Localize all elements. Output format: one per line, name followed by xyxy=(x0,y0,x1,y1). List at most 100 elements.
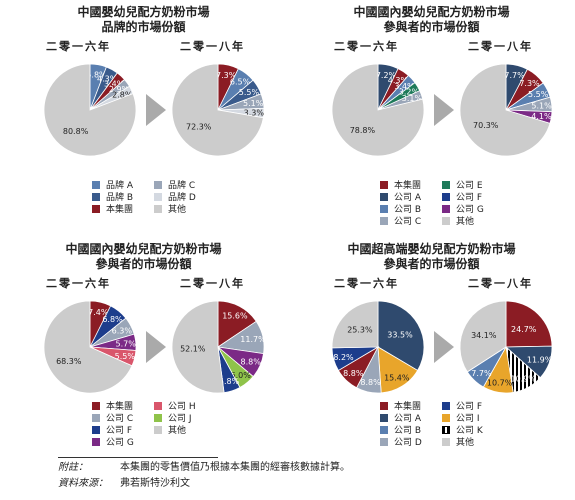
data-label-公司-i: 15.4% xyxy=(384,374,410,383)
data-label-公司-a: 7.7% xyxy=(504,71,525,80)
footer-note: 附註： 本集團的零售價值乃根據本集團的經審核數據計算。 xyxy=(58,460,350,476)
legend-label: 公司 G xyxy=(456,205,484,215)
data-label-公司-g: 4.1% xyxy=(531,112,552,121)
year-label-2016: 二零一六年 xyxy=(46,277,111,290)
transition-arrow xyxy=(146,331,166,363)
data-label-公司-g: 8.8% xyxy=(241,358,262,367)
pie-slice-其他 xyxy=(43,300,133,394)
chart-panel-2: 中國國內嬰幼兒配方奶粉市場 參與者的市場份額 二零一六年 二零一八年 7.2% 4… xyxy=(288,0,575,230)
data-label-公司-f: 6.8% xyxy=(102,315,123,324)
pie-slice-本集團 xyxy=(505,300,553,348)
chart-panel-4: 中國超高端嬰幼兒配方奶粉市場 參與者的市場份額 二零一六年 二零一八年 33.5… xyxy=(288,237,575,467)
chart-panel-1: 中國嬰幼兒配方奶粉市場 品牌的市場份額 二零一六年 二零一八年 5.8% 4.3%… xyxy=(0,0,287,230)
legend-label: 品牌 A xyxy=(106,181,134,191)
legend-item-公司-i: 公司 I xyxy=(442,411,480,424)
data-label-本集團: 7.3% xyxy=(216,71,237,80)
legend-item-公司-e: 公司 E xyxy=(442,178,483,191)
legend-item-其他: 其他 xyxy=(442,214,474,227)
year-label-2018: 二零一八年 xyxy=(468,277,533,290)
legend-item-公司-k: 公司 K xyxy=(442,423,483,436)
legend-label: 公司 H xyxy=(168,402,196,412)
panel-subtitle: 參與者的市場份額 xyxy=(383,20,480,34)
data-label-公司-a: 33.5% xyxy=(387,331,413,340)
footer-divider xyxy=(58,457,218,458)
legend-label: 公司 C xyxy=(394,217,422,227)
panel-subtitle: 參與者的市場份額 xyxy=(95,257,192,271)
note-key: 附註： xyxy=(58,462,88,473)
legend-swatch xyxy=(92,437,100,446)
footer: 附註： 本集團的零售價值乃根據本集團的經審核數據計算。 資料來源： 弗若斯特沙利… xyxy=(58,460,350,492)
legend-swatch xyxy=(380,192,388,201)
panel-title: 中國嬰幼兒配方奶粉市場 xyxy=(77,5,210,19)
data-label-公司-i: 10.7% xyxy=(487,378,513,387)
legend-item-公司-h: 公司 H xyxy=(154,399,196,412)
legend-swatch xyxy=(380,216,388,225)
year-label-2016: 二零一六年 xyxy=(334,277,399,290)
data-label-公司-f: 8.2% xyxy=(333,353,354,362)
legend-swatch xyxy=(92,192,100,201)
year-label-2018: 二零一八年 xyxy=(180,40,245,53)
panel-title: 中國國內嬰幼兒配方奶粉市場 xyxy=(65,242,222,256)
legend-item-公司-d: 公司 D xyxy=(380,435,422,448)
data-label-品牌-c: 5.1% xyxy=(243,99,264,108)
legend-item-公司-b: 公司 B xyxy=(380,423,421,436)
data-label-公司-c: 5.1% xyxy=(531,102,552,111)
transition-arrow xyxy=(434,331,454,363)
data-label-公司-f: 5.8% xyxy=(219,377,240,386)
legend-item-公司-b: 公司 B xyxy=(380,202,421,215)
legend-swatch xyxy=(380,425,388,434)
legend-swatch xyxy=(154,401,162,410)
legend-label: 公司 J xyxy=(168,414,192,424)
legend-label: 公司 D xyxy=(394,438,422,448)
legend-label: 公司 I xyxy=(456,414,480,424)
legend-item-品牌-a: 品牌 A xyxy=(92,178,133,191)
legend-swatch xyxy=(442,180,450,189)
legend-item-公司-f: 公司 F xyxy=(92,423,132,436)
legend-label: 公司 K xyxy=(456,426,483,436)
legend-item-本集團: 本集團 xyxy=(92,202,133,215)
legend-label: 公司 G xyxy=(106,438,134,448)
legend-swatch xyxy=(442,216,450,225)
legend-swatch xyxy=(154,425,162,434)
legend-label: 公司 C xyxy=(106,414,134,424)
legend-swatch xyxy=(154,180,162,189)
note-text: 本集團的零售價值乃根據本集團的經審核數據計算。 xyxy=(120,462,350,473)
data-label-品牌-d: 3.3% xyxy=(244,108,265,117)
data-label-公司-a: 11.9% xyxy=(527,356,553,365)
data-label-其他: 80.8% xyxy=(63,127,89,136)
legend-label: 公司 F xyxy=(106,426,133,436)
legend-label: 公司 A xyxy=(394,414,422,424)
data-label-公司-c: 11.7% xyxy=(240,335,266,344)
legend-item-其他: 其他 xyxy=(154,202,186,215)
pie-pair: 7.2%4.3%3.4%3.2%3.1% 78.8% 7.7%7.3% 5.5% 5.1… xyxy=(331,63,553,157)
source-text: 弗若斯特沙利文 xyxy=(120,478,190,489)
legend-swatch xyxy=(442,204,450,213)
data-label-公司-a: 7.2% xyxy=(376,71,397,80)
legend-item-品牌-d: 品牌 D xyxy=(154,190,196,203)
pie-slice-其他 xyxy=(43,63,137,157)
legend-swatch xyxy=(442,413,450,422)
pie-slice-其他 xyxy=(459,63,551,157)
legend-label: 其他 xyxy=(168,426,187,436)
data-label-品牌-d: 2.8% xyxy=(112,90,133,99)
legend-swatch xyxy=(92,180,100,189)
data-label-公司-d: 8.8% xyxy=(360,378,381,387)
data-label-公司-c: 3.1% xyxy=(402,94,423,103)
legend-label: 公司 A xyxy=(394,193,422,203)
pie-pair: 33.5%15.4%8.8%8.8%8.2%25.3% 24.7%11.9%10.… xyxy=(331,300,553,394)
legend-item-公司-f: 公司 F xyxy=(442,399,482,412)
panel-subtitle: 參與者的市場份額 xyxy=(383,257,480,271)
data-label-品牌-c: 2.9% xyxy=(109,85,130,94)
legend-label: 其他 xyxy=(168,205,187,215)
data-label-其他: 34.1% xyxy=(471,331,497,340)
legend-label: 品牌 C xyxy=(168,181,196,191)
legend-swatch xyxy=(442,192,450,201)
footer-source: 資料來源： 弗若斯特沙利文 xyxy=(58,476,350,492)
data-label-公司-e: 3.2% xyxy=(399,88,420,97)
data-label-本集團: 24.7% xyxy=(511,325,537,334)
legend-label: 品牌 D xyxy=(168,193,196,203)
legend-item-公司-g: 公司 G xyxy=(92,435,134,448)
legend-item-本集團: 本集團 xyxy=(380,399,421,412)
legend-item-公司-c: 公司 C xyxy=(380,214,421,227)
data-label-本集團: 8.8% xyxy=(343,369,364,378)
